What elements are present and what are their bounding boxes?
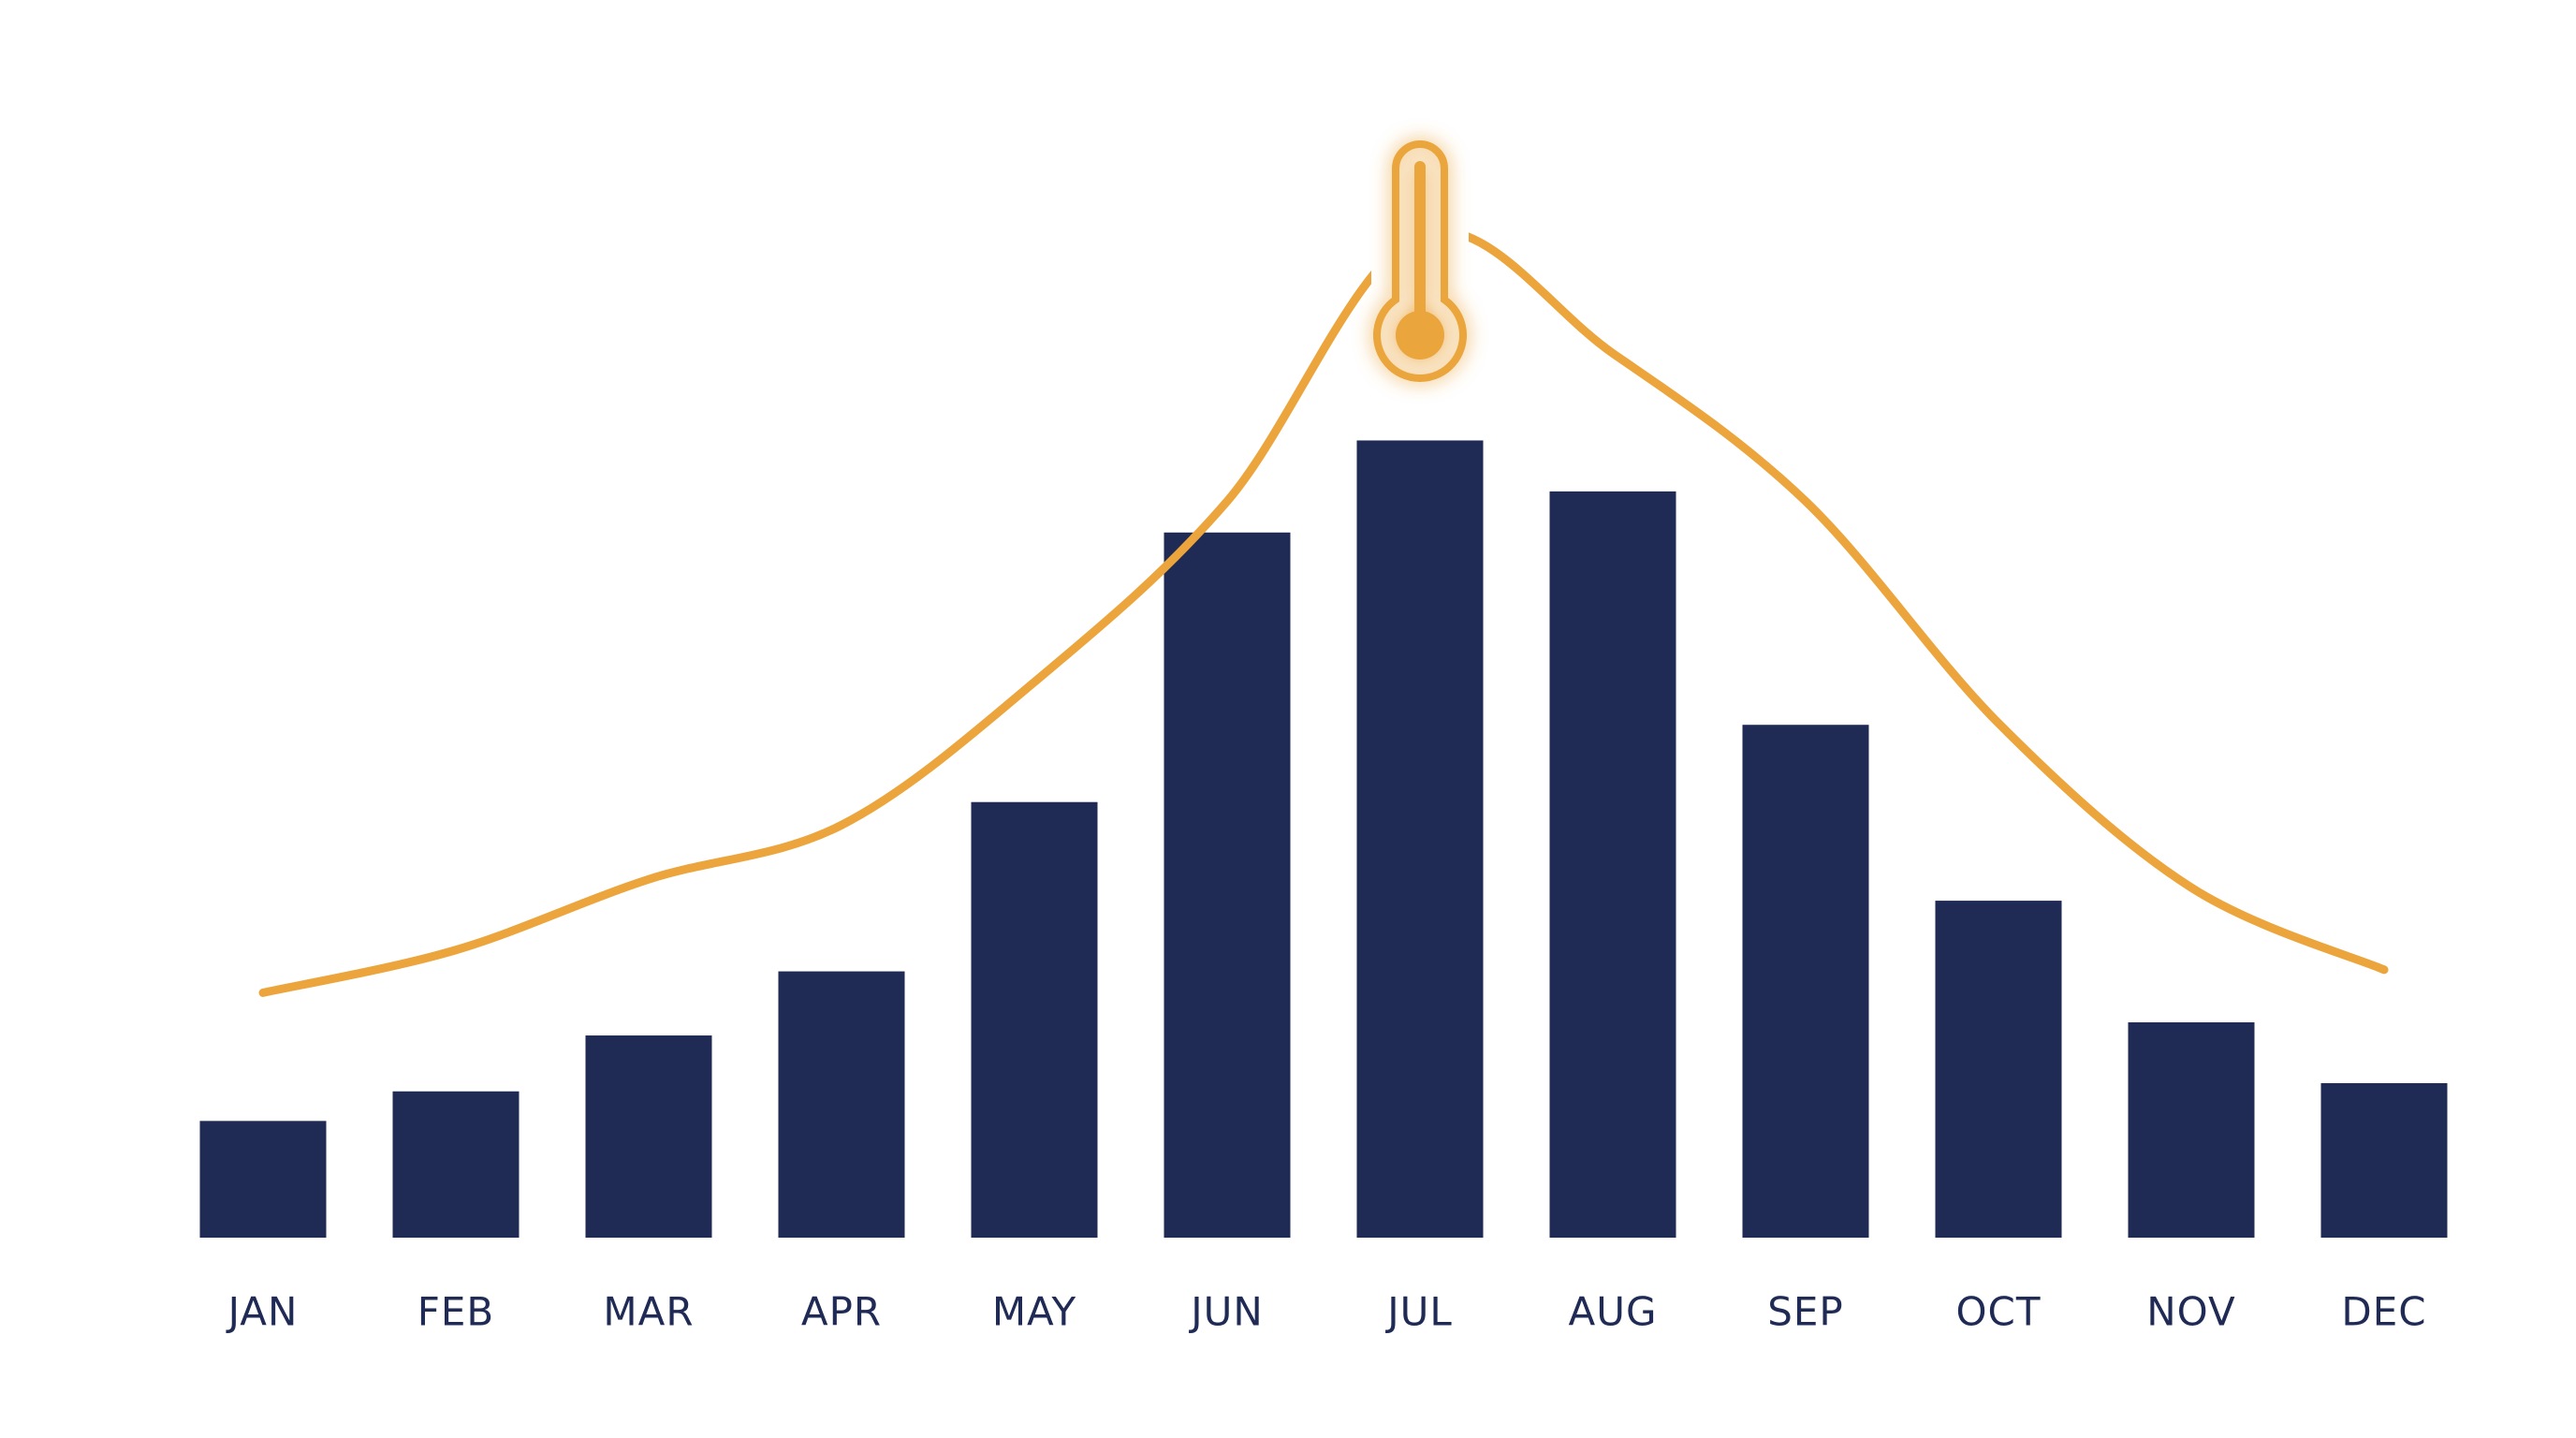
line <box>258 227 2389 997</box>
x-tick-label: SEP <box>1767 1289 1844 1335</box>
x-tick-label: JUL <box>1384 1289 1453 1335</box>
bar <box>585 1035 712 1238</box>
bar <box>2128 1021 2255 1238</box>
thermometer-bulb <box>1396 311 1444 360</box>
bar <box>392 1091 520 1238</box>
x-tick-label: OCT <box>1955 1289 2041 1335</box>
x-tick-label: NOV <box>2146 1289 2235 1335</box>
bar <box>971 801 1098 1238</box>
bar <box>1935 901 2062 1238</box>
x-tick-label: APR <box>801 1289 882 1335</box>
x-tick-label: JUN <box>1188 1289 1264 1335</box>
bar <box>778 971 905 1238</box>
x-tick-label: FEB <box>417 1289 495 1335</box>
bar <box>2320 1082 2448 1238</box>
x-tick-label: MAY <box>992 1289 1076 1335</box>
x-tick-label: AUG <box>1568 1289 1657 1335</box>
x-tick-label: MAR <box>603 1289 694 1335</box>
x-tick-label: JAN <box>226 1289 299 1335</box>
bar <box>1356 440 1484 1238</box>
thermometer <box>1373 140 1467 382</box>
x-tick-label: DEC <box>2341 1289 2426 1335</box>
bar <box>1164 532 1291 1238</box>
thermometer-icon <box>1371 132 1469 394</box>
plot-area: JAN FEB MAR APR MAY JUN JUL AUG SEP OCT NOV DEC <box>199 227 2448 1335</box>
bar <box>199 1121 327 1238</box>
thermometer-outline <box>1373 140 1467 382</box>
bar <box>1742 725 1869 1238</box>
bar <box>1549 491 1676 1238</box>
